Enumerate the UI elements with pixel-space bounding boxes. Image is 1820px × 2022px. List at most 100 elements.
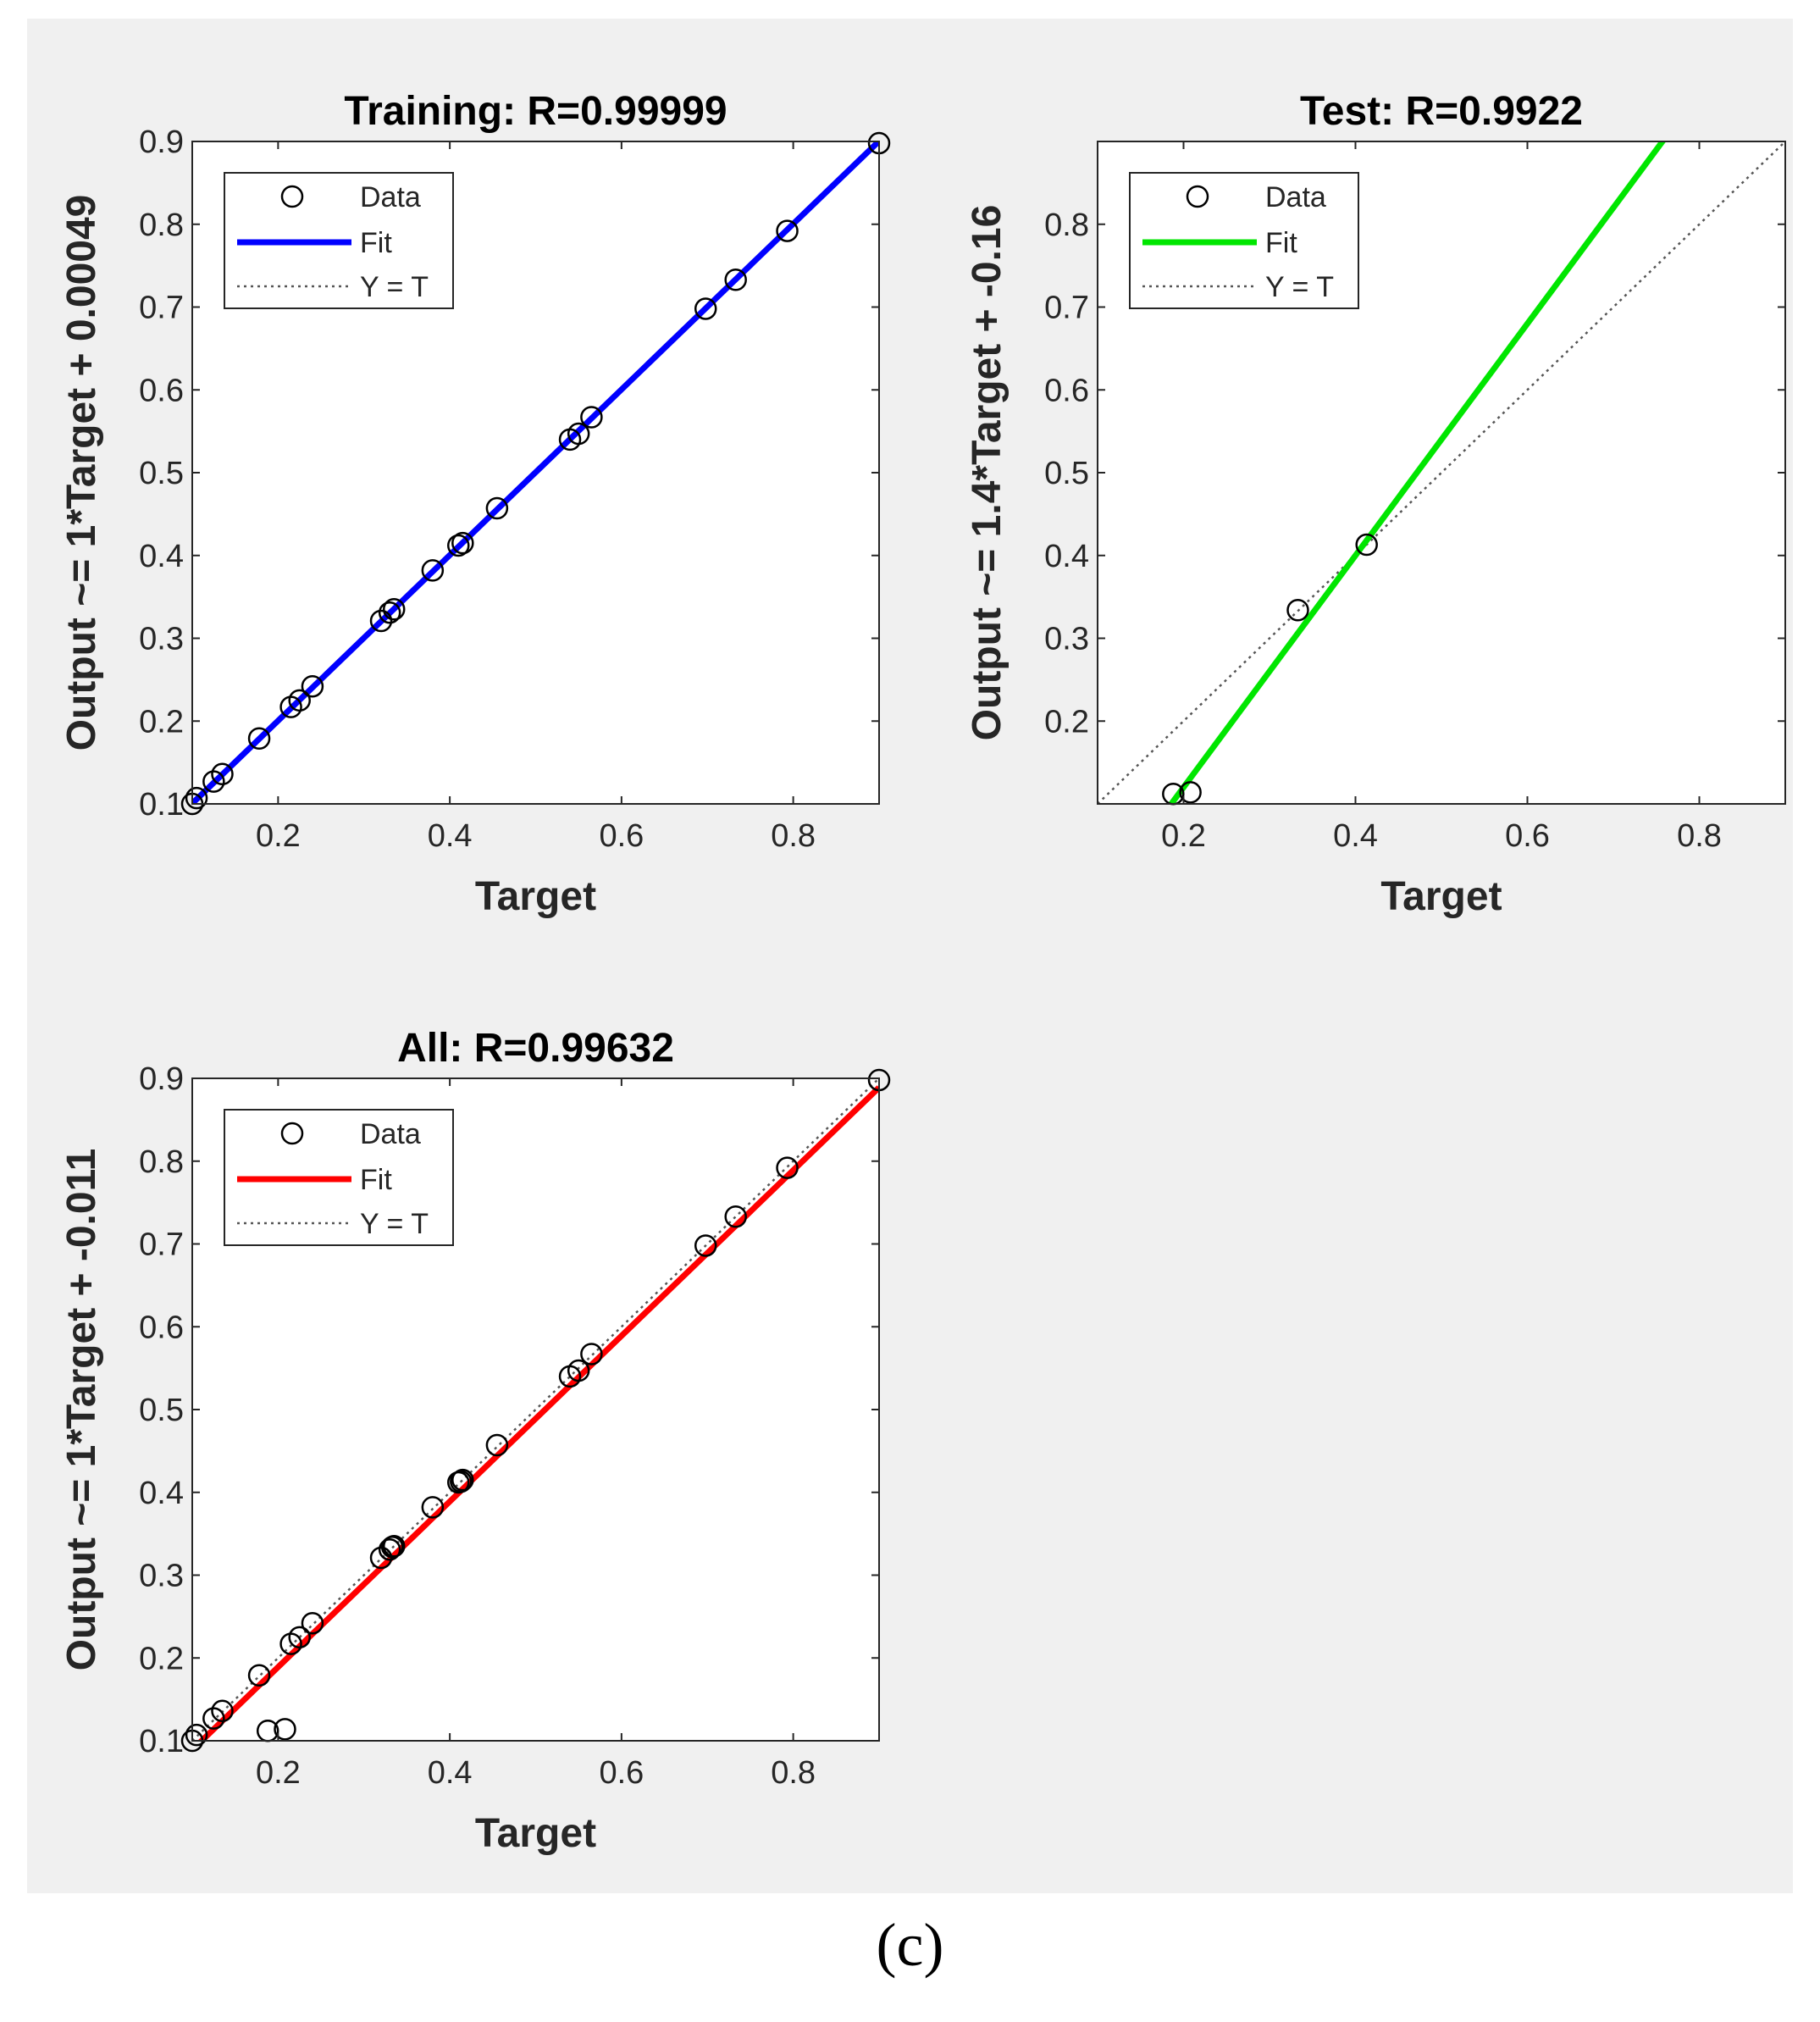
legend-data-marker bbox=[280, 185, 304, 208]
y-tick-label: 0.7 bbox=[139, 291, 184, 326]
data-point bbox=[421, 559, 445, 582]
x-tick-label: 0.6 bbox=[599, 818, 644, 854]
data-point bbox=[776, 219, 799, 242]
legend-label: Fit bbox=[360, 1164, 392, 1196]
x-tick-label: 0.2 bbox=[1161, 818, 1206, 854]
data-point bbox=[1286, 599, 1309, 622]
data-point bbox=[288, 1626, 311, 1649]
y-axis-label: Output ~= 1*Target + -0.011 bbox=[59, 1149, 104, 1671]
legend-data-marker bbox=[1186, 185, 1209, 208]
data-point bbox=[185, 1723, 208, 1747]
data-point bbox=[451, 531, 474, 555]
data-point bbox=[202, 1707, 225, 1730]
data-point bbox=[382, 1535, 406, 1558]
legend: Data Fit Y = T bbox=[224, 1109, 454, 1246]
legend: Data Fit Y = T bbox=[224, 172, 454, 309]
y-axis-label: Output ~= 1*Target + 0.00049 bbox=[59, 195, 104, 751]
legend-label: Y = T bbox=[360, 1208, 429, 1240]
data-point bbox=[421, 1496, 445, 1519]
figure-caption: (c) bbox=[876, 1911, 944, 1979]
legend-label: Data bbox=[360, 181, 421, 213]
y-tick-label: 0.2 bbox=[1044, 704, 1089, 740]
y-tick-label: 0.7 bbox=[139, 1227, 184, 1263]
data-point bbox=[382, 598, 406, 621]
data-point bbox=[378, 1537, 401, 1561]
data-point bbox=[274, 1718, 296, 1741]
y-tick-label: 0.7 bbox=[1044, 291, 1089, 326]
y-tick-label: 0.3 bbox=[139, 622, 184, 657]
x-tick-label: 0.4 bbox=[1333, 818, 1378, 854]
y-tick-label: 0.5 bbox=[1044, 456, 1089, 491]
data-point bbox=[247, 1664, 271, 1687]
x-tick-label: 0.4 bbox=[428, 818, 473, 854]
x-tick-label: 0.6 bbox=[599, 1755, 644, 1791]
data-point bbox=[694, 297, 717, 320]
data-point bbox=[447, 534, 470, 557]
data-point bbox=[369, 609, 393, 633]
y-tick-label: 0.8 bbox=[1044, 208, 1089, 243]
y-tick-label: 0.8 bbox=[139, 208, 184, 243]
data-point bbox=[567, 1359, 590, 1382]
data-point bbox=[1179, 781, 1202, 804]
plot-title: All: R=0.99632 bbox=[397, 1026, 674, 1071]
plot-3: 0.2 0.4 0.6 0.8 0.1 0.2 0.3 0.4 0.5 0.6 0.7 0.8 0.9 A… bbox=[59, 1026, 891, 1856]
y-tick-label: 0.2 bbox=[139, 704, 184, 740]
data-point bbox=[450, 1470, 473, 1493]
x-axis-label: Target bbox=[475, 874, 596, 919]
data-point bbox=[1355, 533, 1378, 557]
data-point bbox=[485, 1433, 509, 1457]
y-tick-label: 0.6 bbox=[1044, 373, 1089, 408]
y-tick-label: 0.5 bbox=[139, 456, 184, 491]
x-tick-label: 0.6 bbox=[1505, 818, 1550, 854]
plot-2: 0.2 0.4 0.6 0.8 0.2 0.3 0.4 0.5 0.6 0.7 0.8 Test: R… bbox=[965, 89, 1786, 919]
legend-label: Data bbox=[1265, 181, 1326, 213]
data-point bbox=[202, 770, 225, 793]
legend-label: Fit bbox=[360, 227, 392, 259]
x-tick-label: 0.8 bbox=[1677, 818, 1722, 854]
data-point bbox=[301, 674, 324, 698]
fit-line bbox=[197, 1085, 879, 1741]
y-tick-label: 0.1 bbox=[139, 787, 184, 823]
y-tick-label: 0.4 bbox=[139, 1476, 184, 1511]
y-tick-label: 0.5 bbox=[139, 1393, 184, 1428]
data-point bbox=[485, 496, 509, 520]
y-tick-label: 0.3 bbox=[1044, 622, 1089, 657]
y-tick-label: 0.9 bbox=[139, 1061, 184, 1097]
y-tick-label: 0.6 bbox=[139, 373, 184, 408]
y-tick-label: 0.4 bbox=[139, 539, 184, 574]
y-tick-label: 0.2 bbox=[139, 1641, 184, 1676]
legend-data-marker bbox=[280, 1122, 304, 1145]
fit-line bbox=[1167, 141, 1667, 804]
data-point bbox=[185, 786, 208, 810]
data-point bbox=[580, 1343, 603, 1366]
plot-title: Test: R=0.9922 bbox=[1300, 89, 1583, 134]
data-point bbox=[378, 601, 401, 624]
legend-label: Y = T bbox=[360, 271, 429, 303]
x-tick-label: 0.2 bbox=[256, 1755, 301, 1791]
y-tick-label: 0.4 bbox=[1044, 539, 1089, 574]
x-axis-label: Target bbox=[475, 1811, 596, 1856]
x-tick-label: 0.2 bbox=[256, 818, 301, 854]
plot-1: 0.2 0.4 0.6 0.8 0.1 0.2 0.3 0.4 0.5 0.6 0.7 0.8 0.9 T… bbox=[59, 89, 891, 919]
data-point bbox=[451, 1468, 474, 1492]
x-axis-label: Target bbox=[1380, 874, 1502, 919]
y-tick-label: 0.1 bbox=[139, 1724, 184, 1759]
data-point bbox=[288, 689, 311, 712]
x-tick-label: 0.8 bbox=[771, 818, 816, 854]
data-point bbox=[580, 406, 603, 429]
y-axis-label: Output ~= 1.4*Target + -0.16 bbox=[965, 205, 1010, 741]
legend-label: Y = T bbox=[1265, 271, 1334, 303]
legend-label: Fit bbox=[1265, 227, 1297, 259]
y-tick-label: 0.3 bbox=[139, 1559, 184, 1594]
y-tick-label: 0.9 bbox=[139, 125, 184, 160]
data-point bbox=[211, 1699, 234, 1723]
data-point bbox=[301, 1611, 324, 1635]
plot-title: Training: R=0.99999 bbox=[344, 89, 727, 134]
data-point bbox=[724, 268, 747, 291]
data-point bbox=[776, 1156, 799, 1179]
data-point bbox=[211, 762, 234, 786]
legend-label: Data bbox=[360, 1118, 421, 1150]
x-tick-label: 0.4 bbox=[428, 1755, 473, 1791]
data-point bbox=[567, 422, 590, 446]
